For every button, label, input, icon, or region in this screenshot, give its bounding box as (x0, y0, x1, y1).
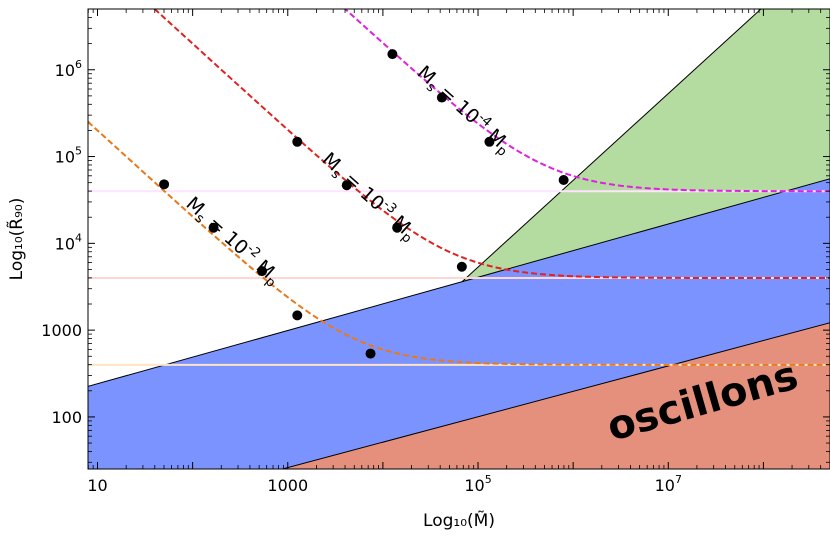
boundary-blue-lower (280, 322, 830, 469)
x-tick-label-2: 1000 (267, 476, 308, 495)
region-blue-band (88, 178, 830, 469)
data-point-series-1-2 (208, 222, 219, 233)
x-tick-label-3: 105 (464, 473, 491, 495)
curve-label-series-3: Ms = 10-4 Mp (411, 60, 518, 160)
y-tick-label-1: 100 (51, 408, 82, 427)
y-tick-label-3: 104 (55, 231, 82, 253)
y-tick-label-4: 105 (55, 145, 82, 167)
data-point-series-2-1 (292, 136, 303, 147)
data-point-series-1-4 (292, 310, 303, 321)
y-tick-label-2: 1000 (41, 321, 82, 340)
data-point-series-2-4 (456, 261, 467, 272)
data-point-series-2-3 (392, 222, 403, 233)
data-point-series-3-3 (484, 136, 495, 147)
data-point-series-3-1 (387, 49, 398, 60)
data-point-series-1-5 (365, 348, 376, 359)
curve-series-3 (343, 9, 830, 193)
points-layer (159, 49, 569, 359)
curve-series-1 (88, 121, 830, 366)
plot-frame (87, 8, 830, 470)
curve-label-series-1: Ms = 10-2 Mp (180, 191, 287, 291)
boundary-green-edge (461, 9, 762, 283)
curves-layer (88, 9, 830, 366)
data-point-series-2-2 (341, 180, 352, 191)
y-tick-label-5: 106 (55, 58, 82, 80)
x-tick-label-4: 107 (655, 473, 682, 495)
regions-layer (88, 9, 830, 469)
curve-label-series-2: Ms = 10-3 Mp (316, 147, 423, 247)
data-point-series-1-3 (257, 266, 268, 277)
region-green-wedge (461, 9, 830, 282)
boundary-blue-upper (88, 178, 830, 387)
data-point-series-3-2 (436, 92, 447, 103)
y-axis-title: Log₁₀(R̃₉₀) (6, 198, 27, 281)
axes-layer: 10 1000 105 107 100 1000 104 105 106 (41, 8, 830, 495)
data-point-series-3-4 (558, 174, 569, 185)
x-axis-title: Log₁₀(M̃) (423, 510, 495, 531)
curve-series-2 (153, 9, 830, 280)
data-point-series-1-1 (159, 179, 170, 190)
x-tick-label-1: 10 (87, 476, 107, 495)
